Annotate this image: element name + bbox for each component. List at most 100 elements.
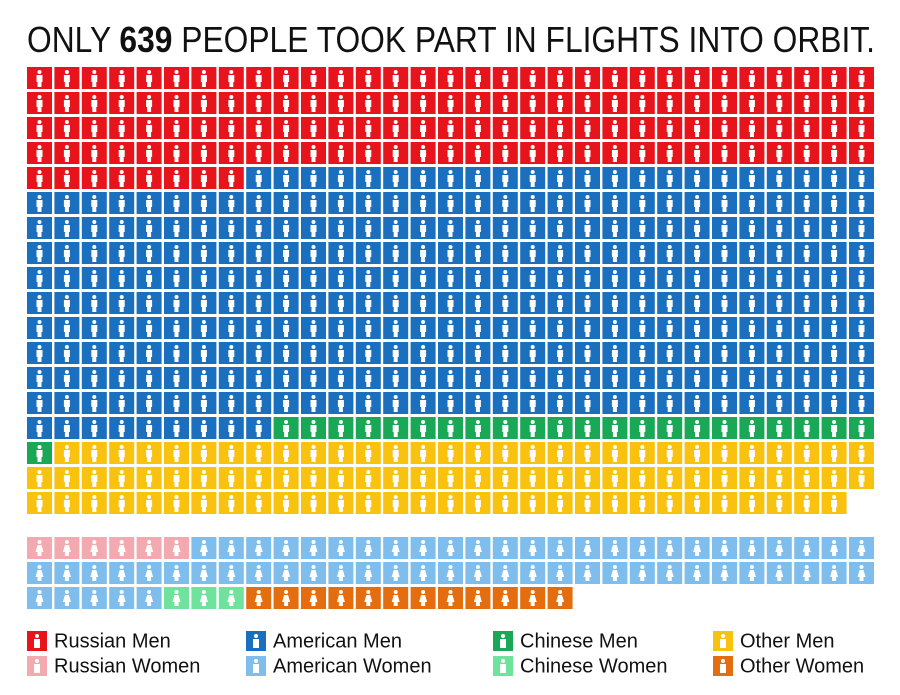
- icon-body: [199, 595, 208, 602]
- icon-legs: [201, 257, 206, 262]
- icon-legs: [749, 307, 754, 312]
- person-cell: [547, 537, 573, 559]
- person-cell: [492, 192, 518, 214]
- icon-head: [256, 495, 261, 499]
- icon-head: [37, 395, 42, 399]
- icon-body: [228, 100, 235, 107]
- icon-head: [859, 145, 864, 149]
- icon-body: [502, 200, 509, 207]
- icon-body: [803, 500, 810, 507]
- icon-legs: [256, 307, 261, 312]
- person-cell: [438, 467, 463, 489]
- icon-body: [502, 475, 509, 482]
- icon-body: [529, 400, 536, 407]
- icon-head: [284, 470, 289, 474]
- icon-legs: [256, 157, 261, 162]
- icon-head: [201, 120, 206, 124]
- person-cell: [684, 537, 710, 559]
- person-cell: [821, 292, 847, 314]
- person-cell: [109, 242, 135, 264]
- icon-legs: [421, 82, 426, 87]
- icon-head: [503, 495, 508, 499]
- icon-legs: [503, 482, 508, 487]
- icon-head: [338, 170, 343, 174]
- icon-body: [146, 350, 153, 357]
- person-cell: [629, 117, 655, 139]
- icon-body: [36, 175, 43, 182]
- icon-body: [638, 570, 647, 577]
- icon-legs: [147, 432, 152, 437]
- icon-head: [393, 495, 398, 499]
- icon-body: [502, 400, 509, 407]
- person-cell: [712, 242, 737, 264]
- icon-legs: [640, 82, 645, 87]
- icon-legs: [174, 407, 179, 412]
- icon-body: [447, 500, 454, 507]
- icon-legs: [174, 482, 179, 487]
- icon-legs: [119, 157, 124, 162]
- person-cell: [712, 67, 737, 89]
- icon-body: [310, 75, 317, 82]
- icon-body: [502, 500, 509, 507]
- icon-body: [200, 475, 207, 482]
- icon-legs: [119, 602, 124, 606]
- icon-body: [90, 545, 99, 552]
- icon-body: [228, 400, 235, 407]
- icon-body: [639, 75, 646, 82]
- person-cell: [81, 117, 107, 139]
- icon-head: [92, 495, 97, 499]
- icon-head: [585, 540, 590, 544]
- icon-head: [832, 220, 837, 224]
- icon-legs: [201, 132, 206, 137]
- person-cell: [136, 92, 162, 114]
- icon-legs: [393, 602, 398, 606]
- icon-body: [173, 200, 180, 207]
- icon-body: [36, 325, 43, 332]
- icon-legs: [722, 577, 727, 581]
- icon-head: [147, 220, 152, 224]
- person-cell: [191, 192, 217, 214]
- icon-body: [365, 350, 372, 357]
- icon-legs: [311, 507, 316, 512]
- icon-body: [91, 150, 98, 157]
- icon-legs: [37, 282, 42, 287]
- icon-legs: [667, 82, 672, 87]
- icon-legs: [558, 382, 563, 387]
- icon-body: [447, 200, 454, 207]
- icon-legs: [174, 132, 179, 137]
- icon-head: [585, 295, 590, 299]
- icon-body: [858, 175, 865, 182]
- icon-body: [200, 200, 207, 207]
- icon-body: [118, 225, 125, 232]
- person-cell: [246, 492, 272, 514]
- icon-head: [804, 95, 809, 99]
- person-cell: [54, 442, 80, 464]
- person-cell: [109, 537, 135, 559]
- icon-head: [421, 120, 426, 124]
- icon-legs: [64, 232, 69, 237]
- icon-body: [228, 150, 235, 157]
- icon-legs: [366, 457, 371, 462]
- icon-body: [392, 450, 399, 457]
- person-cell: [328, 267, 354, 289]
- icon-legs: [503, 602, 508, 606]
- icon-head: [558, 445, 563, 449]
- icon-legs: [749, 107, 754, 112]
- icon-body: [91, 375, 98, 382]
- icon-body: [529, 250, 536, 257]
- icon-head: [558, 495, 563, 499]
- icon-legs: [421, 307, 426, 312]
- icon-legs: [284, 282, 289, 287]
- icon-legs: [229, 207, 234, 212]
- person-cell: [136, 292, 162, 314]
- icon-legs: [695, 232, 700, 237]
- icon-body: [776, 425, 783, 432]
- icon-head: [421, 345, 426, 349]
- icon-body: [776, 325, 783, 332]
- person-cell: [218, 217, 244, 239]
- icon-legs: [530, 432, 535, 437]
- icon-body: [173, 325, 180, 332]
- person-cell: [739, 492, 765, 514]
- icon-head: [421, 590, 426, 594]
- icon-legs: [503, 507, 508, 512]
